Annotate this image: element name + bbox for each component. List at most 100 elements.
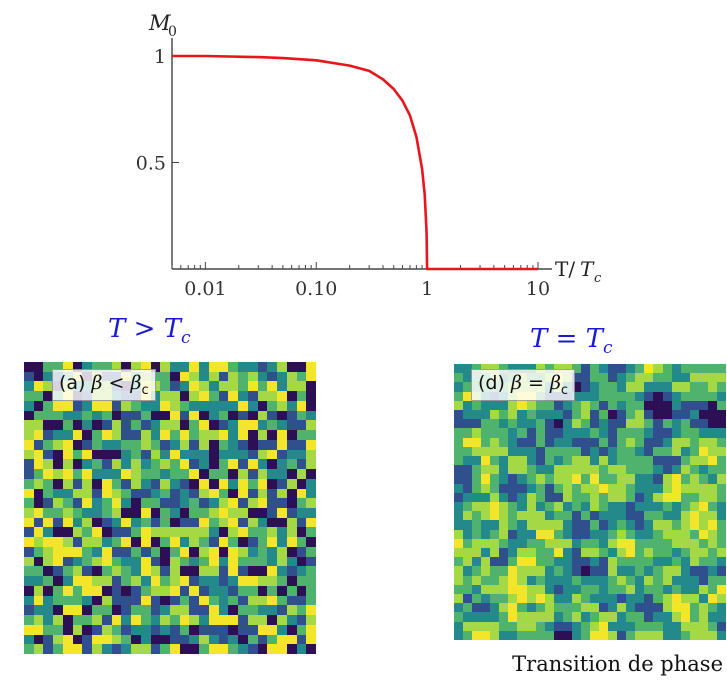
lattice-cell <box>599 483 609 493</box>
lattice-cell <box>526 584 536 594</box>
lattice-cell <box>472 483 482 493</box>
lattice-cell <box>277 644 287 654</box>
lattice-cell <box>131 595 141 606</box>
lattice-cell <box>286 469 297 479</box>
lattice-cell <box>199 546 209 557</box>
lattice-cell <box>277 420 287 431</box>
lattice-cell <box>150 556 161 567</box>
lattice-cell <box>517 593 527 604</box>
lattice-cell <box>463 465 473 475</box>
lattice-cell <box>490 492 500 502</box>
lattice-cell <box>160 371 170 382</box>
lattice-cell <box>653 455 663 466</box>
lattice-cell <box>698 446 708 456</box>
lattice-cell <box>454 373 464 383</box>
lattice-cell <box>267 644 278 654</box>
lattice-cell <box>535 520 545 530</box>
lattice-cell <box>508 603 518 613</box>
lattice-cell <box>653 474 663 484</box>
lattice-cell <box>179 566 190 577</box>
lattice-cell <box>553 419 563 429</box>
lattice-cell <box>277 624 287 635</box>
lattice-cell <box>608 621 618 631</box>
lattice-cell <box>626 557 636 567</box>
lattice-cell <box>571 437 581 447</box>
lattice-cell <box>43 469 54 479</box>
lattice-cell <box>589 400 600 410</box>
lattice-cell <box>589 437 600 447</box>
lattice-cell <box>580 593 590 604</box>
lattice-cell <box>189 634 200 645</box>
lattice-cell <box>267 605 278 616</box>
lattice-cell <box>62 576 73 586</box>
lattice-cell <box>238 381 248 392</box>
lattice-cell <box>662 437 672 447</box>
lattice-cell <box>238 391 248 401</box>
lattice-cell <box>53 595 63 606</box>
lattice-cell <box>277 517 287 528</box>
lattice-cell <box>517 409 527 420</box>
lattice-cell <box>716 529 726 539</box>
lattice-cell <box>499 364 509 374</box>
lattice-cell <box>626 584 636 594</box>
lattice-cell <box>508 630 518 640</box>
lattice-cell <box>653 501 663 512</box>
lattice-cell <box>698 382 708 392</box>
lattice-cell <box>140 410 151 421</box>
lattice-cell <box>571 538 581 548</box>
lattice-cell <box>698 419 708 429</box>
lattice-cell <box>680 373 690 383</box>
lattice-cell <box>689 538 699 548</box>
lattice-cell <box>62 644 73 654</box>
lattice-cell <box>121 459 132 470</box>
lattice-cell <box>101 498 112 508</box>
lattice-cell <box>472 557 482 567</box>
lattice-cell <box>544 437 554 447</box>
lattice-cell <box>218 537 229 547</box>
lattice-cell <box>589 603 600 613</box>
lattice-cell <box>707 538 717 548</box>
lattice-cell <box>553 437 563 447</box>
lattice-cell <box>662 391 672 401</box>
lattice-cell <box>454 501 464 512</box>
lattice-cell <box>535 584 545 594</box>
lattice-cell <box>589 483 600 493</box>
lattice-cell <box>716 584 726 594</box>
lattice-cell <box>626 391 636 401</box>
lattice-cell <box>517 501 527 512</box>
lattice-cell <box>671 501 681 512</box>
lattice-cell <box>24 488 34 499</box>
lattice-cell <box>707 520 717 530</box>
lattice-cell <box>92 449 102 460</box>
lattice-cell <box>238 478 248 489</box>
lattice-cell <box>535 612 545 622</box>
lattice-cell <box>698 437 708 447</box>
lattice-cell <box>599 547 609 558</box>
lattice-cell <box>53 478 63 489</box>
lattice-cell <box>689 465 699 475</box>
lattice-cell <box>689 621 699 631</box>
lattice-cell <box>82 449 93 460</box>
lattice-cell <box>170 381 180 392</box>
lattice-cell <box>535 538 545 548</box>
lattice-cell <box>472 455 482 466</box>
lattice-cell <box>170 537 180 547</box>
lattice-cell <box>562 437 572 447</box>
lattice-cell <box>199 488 209 499</box>
lattice-cell <box>671 584 681 594</box>
lattice-cell <box>526 621 536 631</box>
lattice-cell <box>238 605 248 616</box>
lattice-cell <box>43 381 54 392</box>
lattice-cell <box>257 439 268 450</box>
lattice-cell <box>218 488 229 499</box>
lattice-cell <box>33 508 44 518</box>
lattice-cell <box>562 529 572 539</box>
lattice-cell <box>296 537 307 547</box>
lattice-cell <box>111 420 122 431</box>
lattice-cell <box>189 508 200 518</box>
lattice-cell <box>53 459 63 470</box>
lattice-cell <box>257 391 268 401</box>
lattice-cell <box>499 603 509 613</box>
lattice-cell <box>680 529 690 539</box>
lattice-cell <box>62 469 73 479</box>
